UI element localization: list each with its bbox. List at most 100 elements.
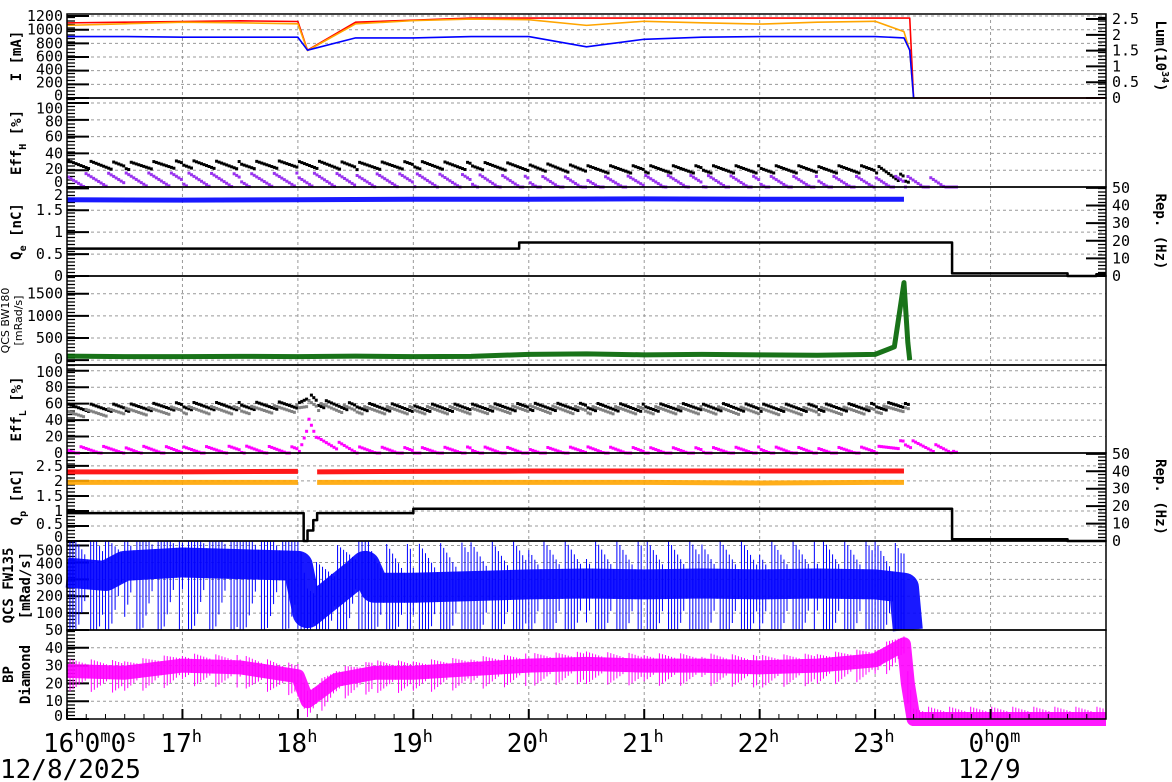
data-point <box>157 403 161 407</box>
data-point <box>282 178 286 182</box>
data-point <box>571 446 575 450</box>
data-point <box>355 168 359 172</box>
data-point <box>79 183 83 187</box>
y-axis-label: Qp [nC] <box>9 469 29 526</box>
data-point <box>862 446 866 450</box>
data-point <box>335 408 339 412</box>
data-point <box>104 165 108 169</box>
data-point <box>420 446 424 450</box>
data-point <box>754 411 758 415</box>
data-point <box>857 405 861 409</box>
data-point <box>327 400 331 404</box>
data-point <box>732 410 736 414</box>
data-point <box>383 407 387 411</box>
data-point <box>609 178 613 182</box>
data-point <box>94 178 98 182</box>
data-point <box>842 166 846 170</box>
data-point <box>616 409 620 413</box>
data-point <box>82 415 86 419</box>
data-point <box>855 409 859 413</box>
data-point <box>430 406 434 410</box>
data-point <box>774 445 778 449</box>
data-point <box>792 170 796 174</box>
y2-tick-label: 50 <box>1112 179 1130 197</box>
data-point <box>722 183 726 187</box>
data-point <box>481 175 485 179</box>
data-point <box>619 406 623 410</box>
data-point <box>506 406 510 410</box>
data-point <box>200 162 204 166</box>
data-point <box>453 449 457 453</box>
data-point <box>240 162 244 166</box>
data-point <box>314 398 318 402</box>
data-point <box>719 182 723 186</box>
data-point <box>508 446 512 450</box>
data-point <box>704 403 708 407</box>
data-point <box>461 409 465 413</box>
data-point <box>179 408 183 412</box>
y2-tick-label: 10 <box>1112 515 1130 533</box>
y-label-main: Eff <box>9 416 25 441</box>
data-point <box>651 412 655 416</box>
data-point <box>481 406 485 410</box>
data-point <box>169 447 173 451</box>
y-axis-label: QCS FW135 <box>1 548 17 624</box>
data-point <box>631 446 635 450</box>
data-point <box>767 169 771 173</box>
data-point <box>659 167 663 171</box>
data-point <box>337 409 341 413</box>
data-point <box>408 161 412 165</box>
data-point <box>297 176 301 180</box>
data-point <box>79 414 83 418</box>
data-point <box>72 404 76 408</box>
data-point <box>797 178 801 182</box>
data-point <box>134 450 138 454</box>
data-point <box>581 407 585 411</box>
data-point <box>506 445 510 449</box>
series-line <box>66 17 1106 99</box>
data-point <box>205 445 209 449</box>
data-point <box>227 183 231 187</box>
data-point <box>734 164 738 168</box>
data-point <box>127 409 131 413</box>
data-point <box>884 445 888 449</box>
data-point <box>275 405 279 409</box>
data-point <box>119 163 123 167</box>
data-point <box>287 181 291 185</box>
data-point <box>656 166 660 170</box>
x-tick-part: h <box>307 727 317 747</box>
data-point <box>187 447 191 451</box>
data-point <box>709 405 713 409</box>
data-point <box>142 406 146 410</box>
data-point <box>97 412 101 416</box>
data-point <box>939 183 943 187</box>
data-point <box>129 174 133 178</box>
data-point <box>403 407 407 411</box>
data-point <box>210 407 214 411</box>
data-point <box>307 164 311 168</box>
data-point <box>295 406 299 410</box>
data-point <box>759 409 763 413</box>
data-point <box>383 446 387 450</box>
data-point <box>430 402 434 406</box>
data-point <box>865 447 869 451</box>
data-point <box>669 171 673 175</box>
data-point <box>473 403 477 407</box>
y-tick-label: 1 <box>54 223 63 241</box>
data-point <box>314 404 318 408</box>
data-point <box>179 402 183 406</box>
data-point <box>483 176 487 180</box>
data-point <box>722 449 726 453</box>
data-point <box>714 407 718 411</box>
data-point <box>129 448 133 452</box>
data-point <box>124 167 128 171</box>
data-point <box>493 164 497 168</box>
data-point <box>328 181 332 185</box>
data-point <box>676 180 680 184</box>
y-tick-label: 0.5 <box>36 515 63 533</box>
data-point <box>931 449 935 453</box>
data-point <box>400 173 404 177</box>
data-point <box>287 403 291 407</box>
data-point <box>719 406 723 410</box>
